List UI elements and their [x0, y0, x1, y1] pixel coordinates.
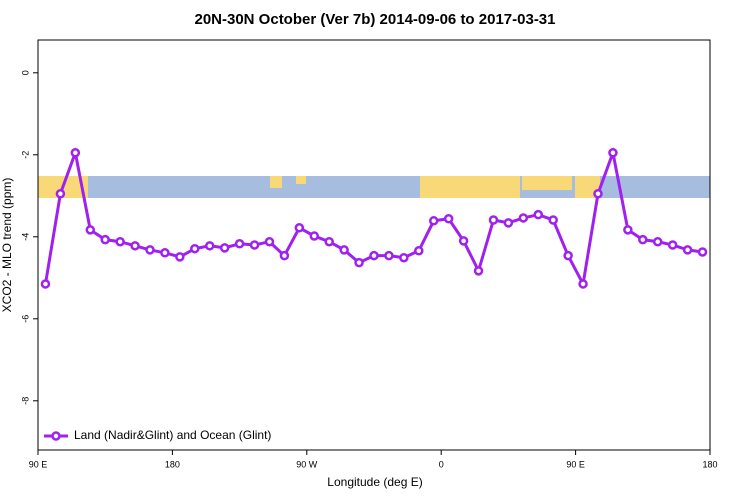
data-point	[667, 240, 678, 250]
x-tick-label: 90 W	[296, 459, 318, 469]
data-point	[234, 239, 245, 249]
data-point	[473, 266, 484, 276]
data-point	[204, 241, 215, 251]
data-point	[399, 252, 409, 263]
data-point	[324, 236, 334, 247]
plot-frame	[37, 39, 711, 451]
data-point	[130, 241, 140, 251]
chart-title: 20N-30N October (Ver 7b) 2014-09-06 to 2…	[194, 11, 555, 28]
x-tick-label: 180	[702, 459, 717, 469]
y-tick-label: -6	[20, 315, 30, 323]
data-point	[682, 245, 693, 255]
data-point	[55, 189, 66, 199]
data-point	[219, 243, 230, 253]
data-point	[354, 257, 364, 268]
data-point	[548, 215, 558, 225]
data-point	[563, 250, 573, 261]
data-point	[384, 250, 394, 261]
data-point	[160, 248, 170, 258]
data-point	[697, 247, 708, 257]
data-point	[623, 225, 633, 235]
data-point	[428, 216, 439, 226]
y-axis-label: XCO2 - MLO trend (ppm)	[0, 178, 14, 313]
data-point	[264, 236, 275, 247]
data-point	[85, 225, 96, 235]
data-point	[175, 252, 185, 262]
x-tick-label: 90 E	[29, 459, 48, 469]
x-axis-label: Longitude (deg E)	[327, 475, 422, 489]
x-tick-label: 90 E	[566, 459, 585, 469]
data-point	[638, 234, 648, 245]
data-point	[652, 236, 663, 247]
data-point	[70, 148, 81, 158]
data-point	[249, 240, 260, 250]
data-point	[608, 148, 618, 158]
data-point	[100, 234, 110, 245]
x-tick-label: 0	[439, 459, 444, 469]
data-point	[578, 279, 588, 289]
data-point	[279, 250, 290, 261]
data-point	[339, 245, 349, 255]
y-tick-label: -4	[20, 233, 30, 241]
y-tick-label: 0	[20, 70, 30, 75]
data-point	[593, 189, 603, 199]
data-point	[294, 223, 305, 233]
data-point	[40, 279, 51, 289]
data-point	[190, 243, 200, 254]
data-point	[503, 218, 514, 228]
x-tick-label: 180	[165, 459, 180, 469]
map-strip	[38, 176, 710, 198]
data-point	[115, 236, 125, 247]
data-point	[518, 213, 529, 223]
data-point	[145, 245, 155, 255]
y-tick-label: -8	[20, 397, 30, 405]
data-line	[43, 147, 703, 289]
data-point	[443, 214, 454, 224]
data-point	[488, 215, 499, 225]
data-point	[414, 245, 424, 256]
y-tick-label: -2	[20, 151, 30, 159]
legend-marker	[51, 431, 61, 441]
data-point	[533, 209, 544, 220]
data-point	[369, 250, 379, 261]
data-point	[458, 236, 469, 246]
data-point	[309, 231, 320, 241]
legend-label: Land (Nadir&Glint) and Ocean (Glint)	[74, 428, 271, 442]
